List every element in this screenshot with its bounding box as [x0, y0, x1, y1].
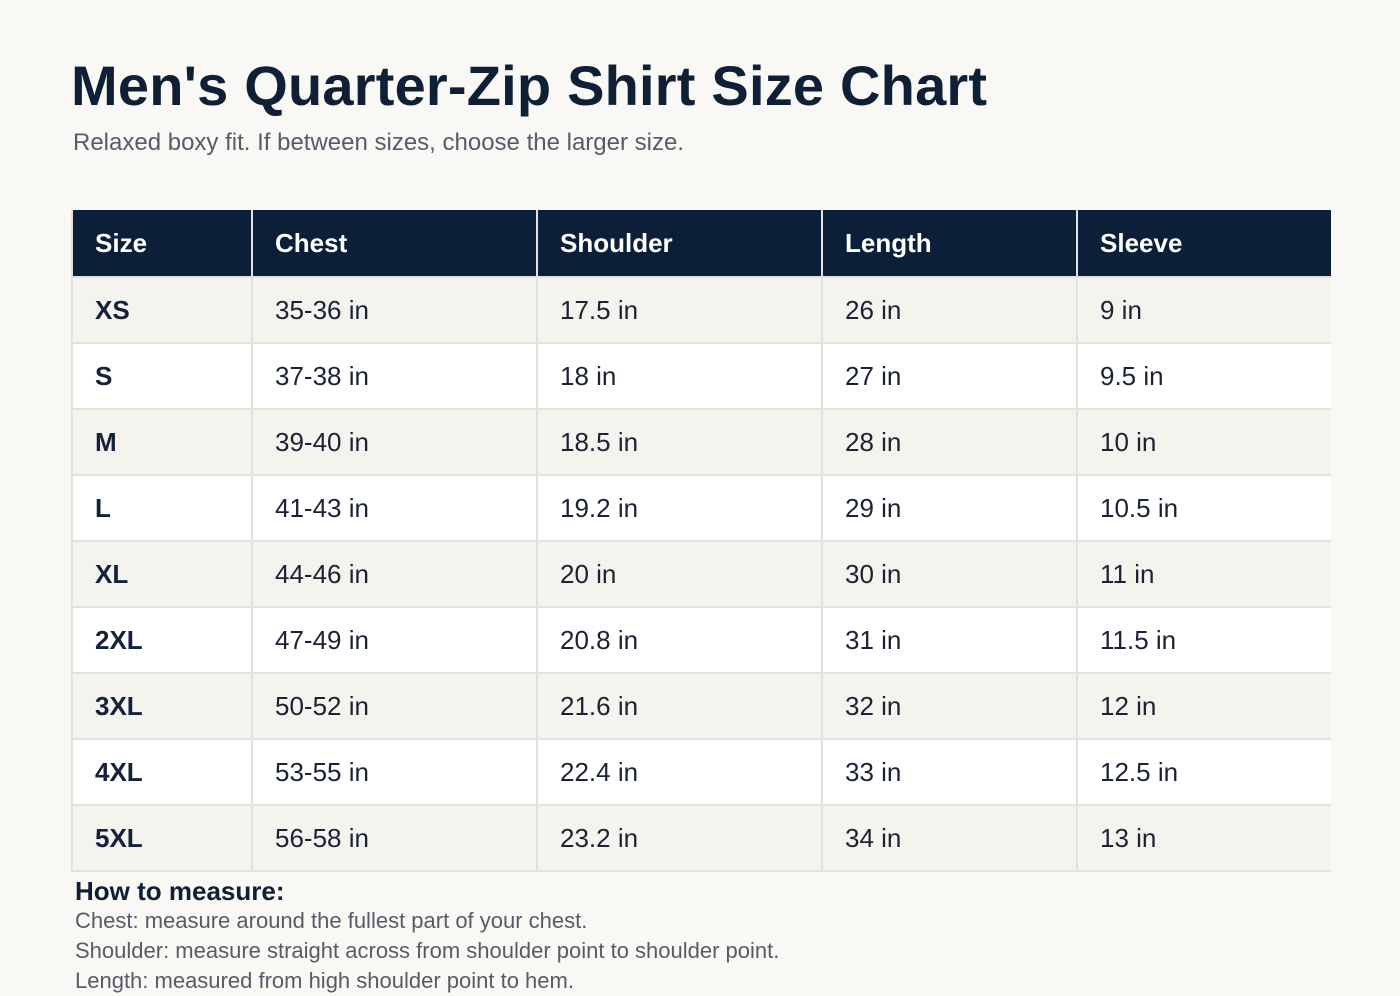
- size-cell: XS: [71, 276, 253, 344]
- column-header-chest: Chest: [251, 210, 538, 278]
- shoulder-cell: 22.4 in: [536, 738, 823, 806]
- shoulder-cell: 21.6 in: [536, 672, 823, 740]
- size-chart-table: Size Chest Shoulder Length Sleeve XS 35-…: [71, 210, 1331, 872]
- column-header-shoulder: Shoulder: [536, 210, 823, 278]
- table-row: XS 35-36 in 17.5 in 26 in 9 in: [71, 276, 1331, 344]
- size-cell: 4XL: [71, 738, 253, 806]
- page-subtitle: Relaxed boxy fit. If between sizes, choo…: [73, 129, 684, 156]
- length-cell: 32 in: [821, 672, 1078, 740]
- size-cell: 5XL: [71, 804, 253, 872]
- table-row: 4XL 53-55 in 22.4 in 33 in 12.5 in: [71, 738, 1331, 806]
- size-cell: L: [71, 474, 253, 542]
- size-cell: 3XL: [71, 672, 253, 740]
- shoulder-cell: 19.2 in: [536, 474, 823, 542]
- measure-instruction-shoulder: Shoulder: measure straight across from s…: [75, 938, 780, 963]
- sleeve-cell: 11.5 in: [1076, 606, 1331, 674]
- table-body: XS 35-36 in 17.5 in 26 in 9 in S 37-38 i…: [71, 276, 1331, 872]
- table-header-row: Size Chest Shoulder Length Sleeve: [71, 210, 1331, 278]
- chest-cell: 56-58 in: [251, 804, 538, 872]
- size-cell: S: [71, 342, 253, 410]
- sleeve-cell: 12.5 in: [1076, 738, 1331, 806]
- table-row: 3XL 50-52 in 21.6 in 32 in 12 in: [71, 672, 1331, 740]
- chest-cell: 39-40 in: [251, 408, 538, 476]
- length-cell: 31 in: [821, 606, 1078, 674]
- sleeve-cell: 9.5 in: [1076, 342, 1331, 410]
- measure-instruction-chest: Chest: measure around the fullest part o…: [75, 908, 588, 933]
- shoulder-cell: 18 in: [536, 342, 823, 410]
- sleeve-cell: 10 in: [1076, 408, 1331, 476]
- table-row: 5XL 56-58 in 23.2 in 34 in 13 in: [71, 804, 1331, 872]
- page-title: Men's Quarter-Zip Shirt Size Chart: [71, 54, 988, 117]
- shoulder-cell: 23.2 in: [536, 804, 823, 872]
- shoulder-cell: 18.5 in: [536, 408, 823, 476]
- length-cell: 33 in: [821, 738, 1078, 806]
- sleeve-cell: 10.5 in: [1076, 474, 1331, 542]
- column-header-length: Length: [821, 210, 1078, 278]
- length-cell: 30 in: [821, 540, 1078, 608]
- table-row: 2XL 47-49 in 20.8 in 31 in 11.5 in: [71, 606, 1331, 674]
- length-cell: 27 in: [821, 342, 1078, 410]
- chest-cell: 50-52 in: [251, 672, 538, 740]
- length-cell: 29 in: [821, 474, 1078, 542]
- chest-cell: 53-55 in: [251, 738, 538, 806]
- how-to-measure-title: How to measure:: [75, 876, 285, 906]
- column-header-sleeve: Sleeve: [1076, 210, 1331, 278]
- table-row: L 41-43 in 19.2 in 29 in 10.5 in: [71, 474, 1331, 542]
- chest-cell: 37-38 in: [251, 342, 538, 410]
- shoulder-cell: 20.8 in: [536, 606, 823, 674]
- size-cell: 2XL: [71, 606, 253, 674]
- sleeve-cell: 11 in: [1076, 540, 1331, 608]
- table-row: M 39-40 in 18.5 in 28 in 10 in: [71, 408, 1331, 476]
- shoulder-cell: 17.5 in: [536, 276, 823, 344]
- sleeve-cell: 12 in: [1076, 672, 1331, 740]
- length-cell: 28 in: [821, 408, 1078, 476]
- sleeve-cell: 9 in: [1076, 276, 1331, 344]
- table-row: XL 44-46 in 20 in 30 in 11 in: [71, 540, 1331, 608]
- chest-cell: 35-36 in: [251, 276, 538, 344]
- length-cell: 26 in: [821, 276, 1078, 344]
- size-chart-table-container: Size Chest Shoulder Length Sleeve XS 35-…: [71, 210, 1331, 890]
- size-cell: XL: [71, 540, 253, 608]
- size-cell: M: [71, 408, 253, 476]
- how-to-measure-section: How to measure: Chest: measure around th…: [75, 876, 1075, 996]
- chest-cell: 41-43 in: [251, 474, 538, 542]
- chest-cell: 47-49 in: [251, 606, 538, 674]
- measure-instruction-length: Length: measured from high shoulder poin…: [75, 968, 574, 993]
- chest-cell: 44-46 in: [251, 540, 538, 608]
- column-header-size: Size: [71, 210, 253, 278]
- shoulder-cell: 20 in: [536, 540, 823, 608]
- sleeve-cell: 13 in: [1076, 804, 1331, 872]
- table-row: S 37-38 in 18 in 27 in 9.5 in: [71, 342, 1331, 410]
- table-header: Size Chest Shoulder Length Sleeve: [71, 210, 1331, 278]
- length-cell: 34 in: [821, 804, 1078, 872]
